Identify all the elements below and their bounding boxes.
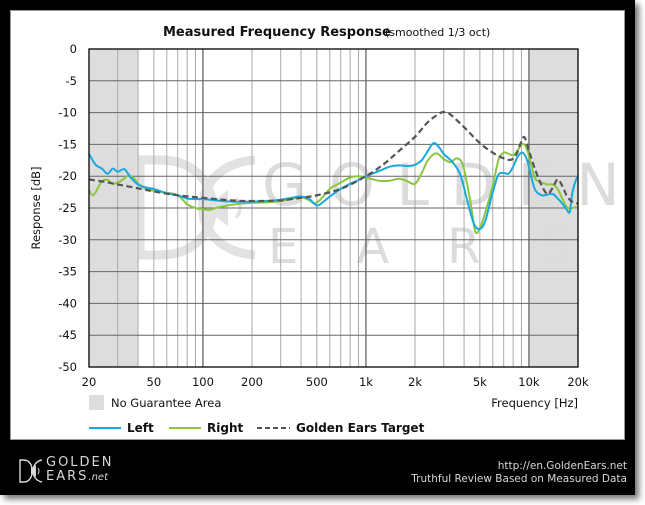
legend-label-no-guarantee: No Guarantee Area	[111, 396, 221, 410]
y-tick-label: -50	[58, 360, 77, 374]
x-tick-label: 5k	[473, 375, 487, 389]
footer-info: http://en.GoldenEars.net Truthful Review…	[411, 460, 627, 486]
footer-logo-line1: GOLDEN	[46, 455, 114, 470]
x-tick-label: 20k	[567, 375, 589, 389]
x-tick-label: 20	[82, 375, 97, 389]
y-tick-label: -20	[58, 169, 77, 183]
series-line-right	[88, 142, 579, 235]
x-tick-label: 200	[241, 375, 263, 389]
series-line-golden-ears-target	[88, 110, 579, 205]
x-tick-label: 100	[192, 375, 214, 389]
legend-label-right: Right	[207, 421, 243, 435]
x-tick-label: 10k	[518, 375, 540, 389]
footer-logo-suffix: .net	[88, 472, 108, 483]
watermark-line2: EARS	[268, 219, 627, 275]
legend-target[interactable]: Golden Ears Target	[257, 421, 425, 435]
legend-label-target: Golden Ears Target	[296, 421, 425, 435]
y-tick-label: -10	[58, 106, 77, 120]
y-tick-label: -5	[66, 74, 77, 88]
plot-area-border	[88, 48, 579, 368]
chart-title: Measured Frequency Response	[163, 25, 391, 40]
x-tick-label: 50	[147, 375, 162, 389]
y-tick-label: 0	[70, 42, 77, 56]
y-tick-label: -35	[58, 265, 77, 279]
golden-ears-logo-icon	[19, 459, 43, 483]
chart-subtitle: (smoothed 1/3 oct)	[385, 26, 490, 39]
footer-logo-line2: EARS	[46, 469, 89, 484]
y-axis-label: Response [dB]	[29, 166, 43, 249]
y-tick-label: -45	[58, 328, 77, 342]
legend-right[interactable]: Right	[169, 421, 243, 435]
y-tick-label: -25	[58, 201, 77, 215]
legend-no-guarantee: No Guarantee Area	[89, 395, 221, 410]
legend-left[interactable]: Left	[89, 421, 154, 435]
y-tick-label: -15	[58, 137, 77, 151]
x-tick-label: 1k	[359, 375, 373, 389]
y-tick-label: -40	[58, 296, 77, 310]
y-tick-label: -30	[58, 233, 77, 247]
x-axis-label: Frequency [Hz]	[491, 396, 578, 410]
footer-url[interactable]: http://en.GoldenEars.net	[497, 460, 627, 472]
x-tick-label: 500	[306, 375, 328, 389]
legend-swatch-no-guarantee	[89, 395, 104, 410]
footer-tagline: Truthful Review Based on Measured Data	[411, 473, 627, 485]
legend-label-left: Left	[127, 421, 154, 435]
x-tick-label: 2k	[408, 375, 422, 389]
